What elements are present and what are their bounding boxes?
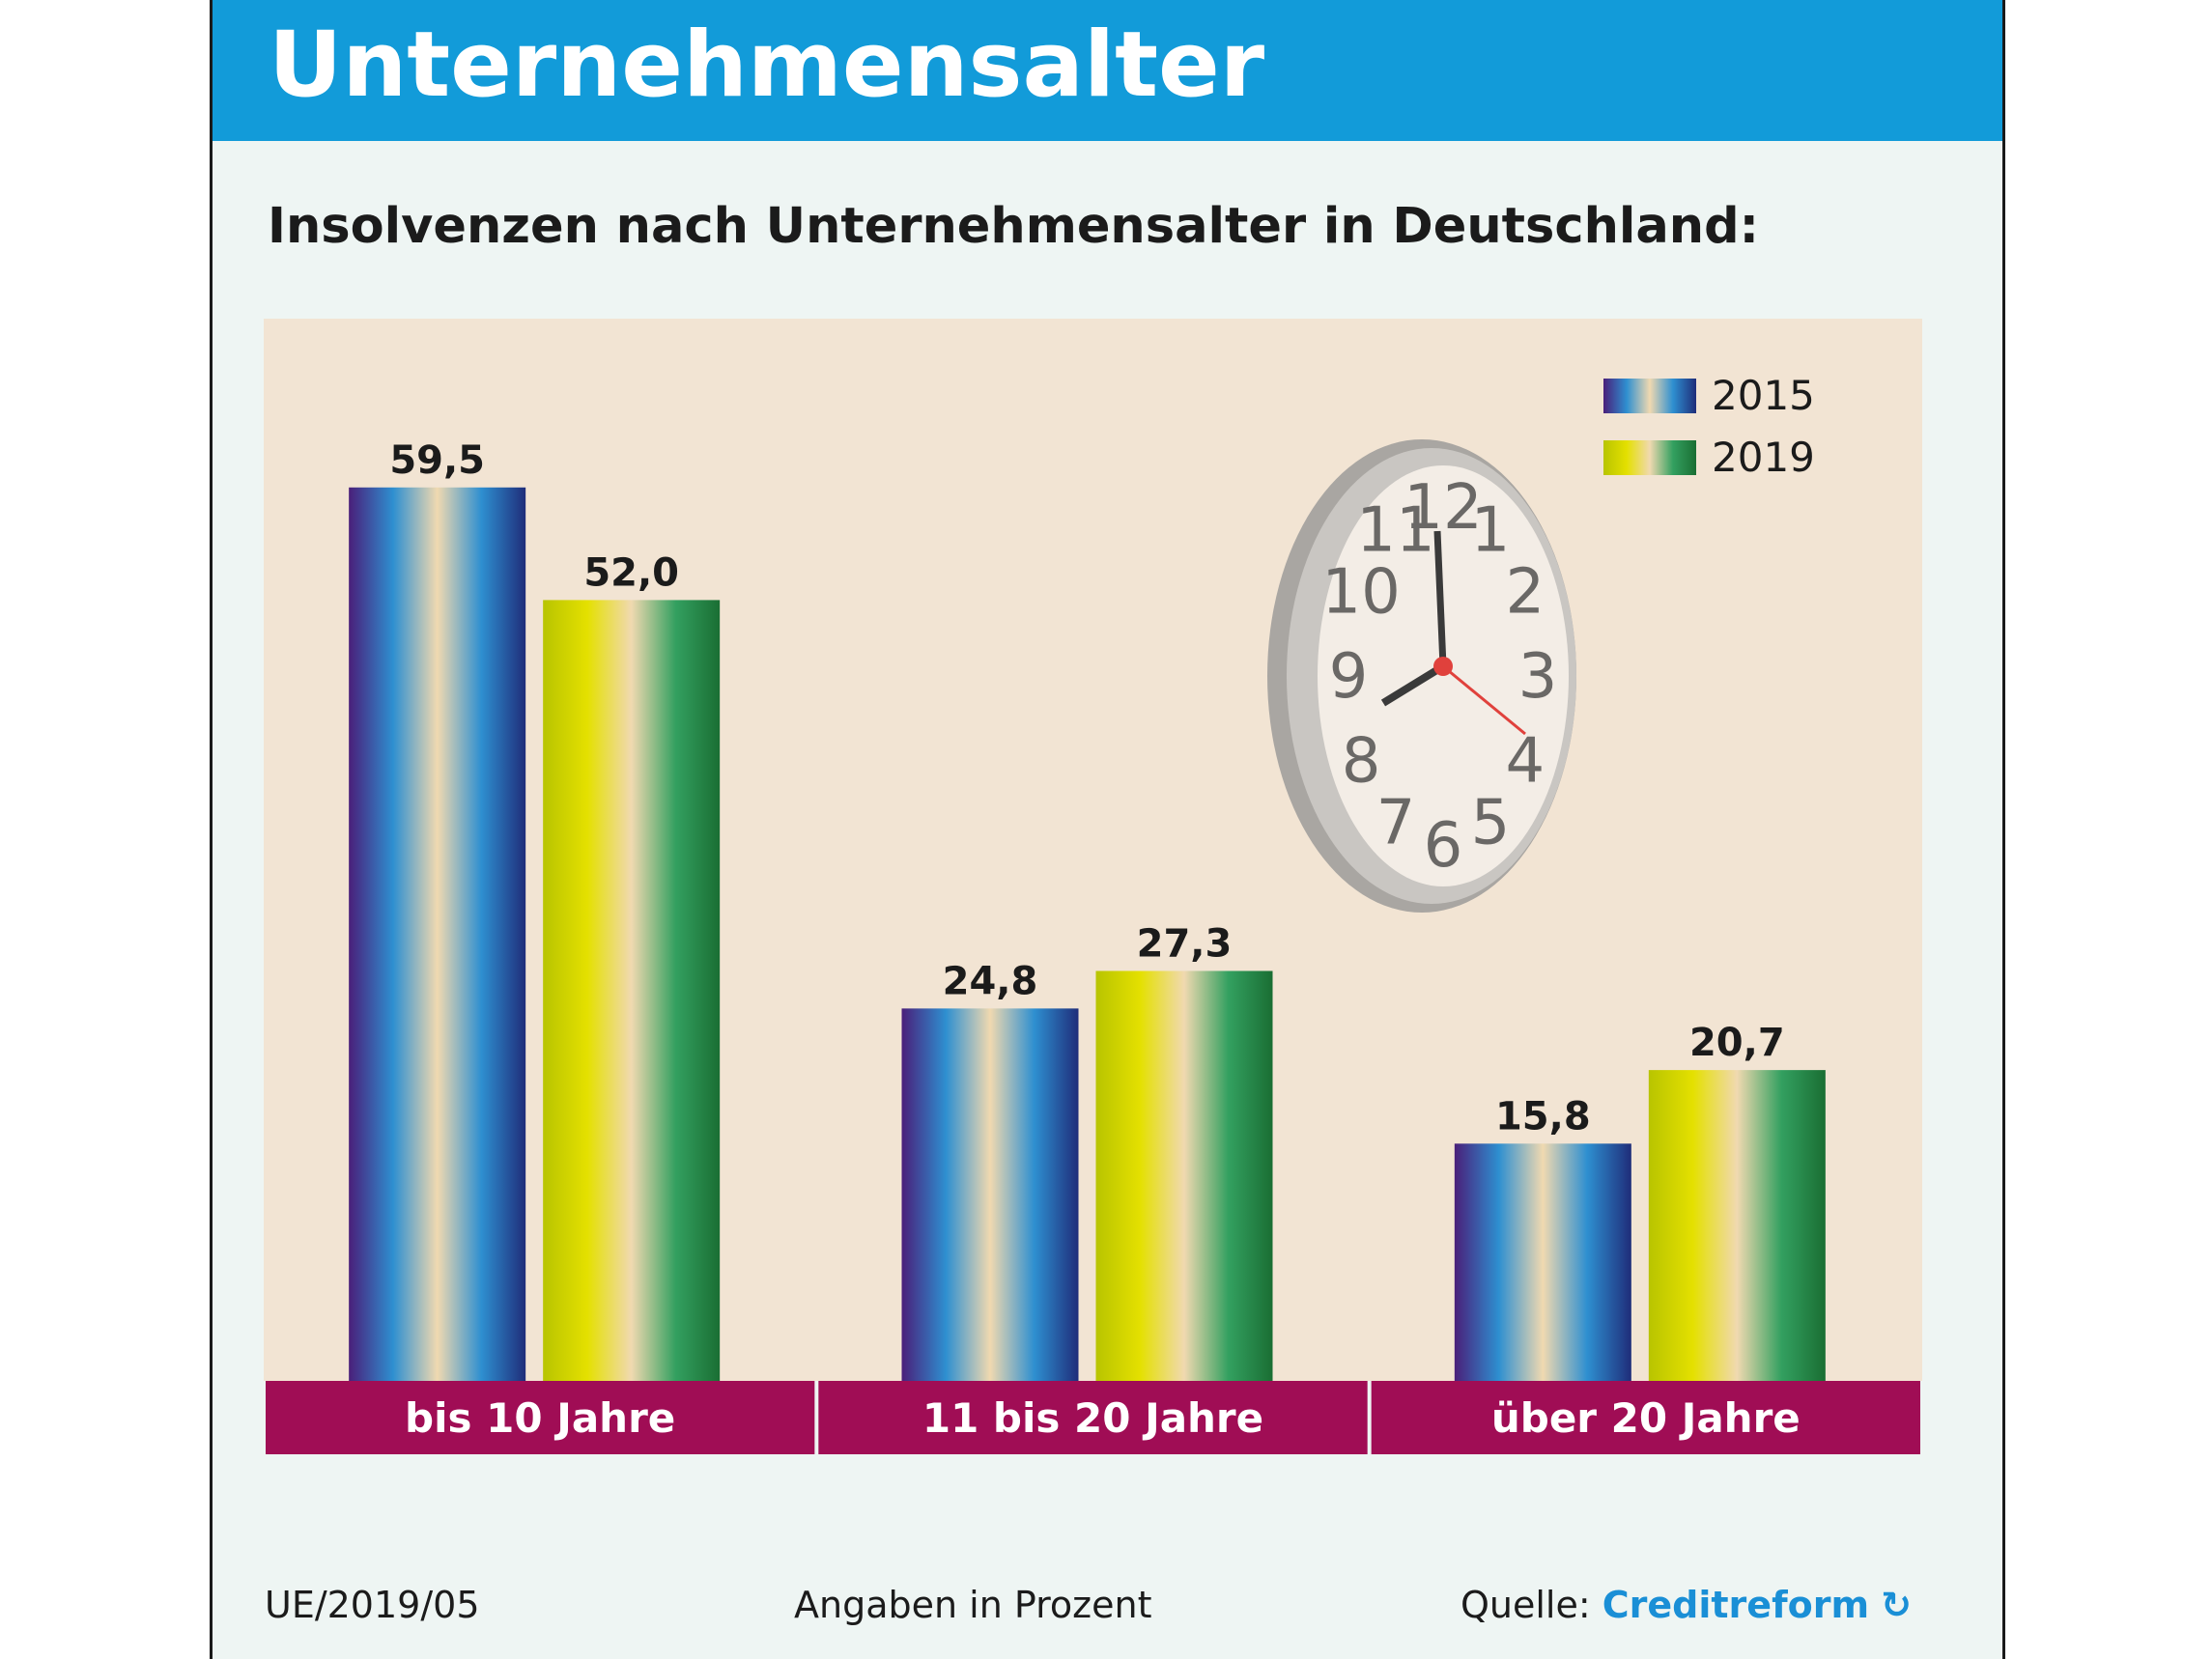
bar-2019-1: [543, 600, 721, 1381]
data-label: 15,8: [1495, 1094, 1591, 1139]
clock-numeral: 5: [1471, 788, 1511, 859]
data-label: 24,8: [943, 959, 1038, 1003]
category-band: [266, 1381, 815, 1454]
clock-second-hand: [1442, 664, 1526, 736]
plot-background: [264, 319, 1922, 1381]
bar-2015-3: [1454, 1143, 1631, 1381]
data-label: 59,5: [389, 438, 485, 483]
clock-hour-hand: [1380, 662, 1446, 707]
clock-numeral: 6: [1424, 810, 1463, 882]
clock-numeral: 7: [1376, 788, 1416, 859]
category-label: bis 10 Jahre: [405, 1394, 675, 1442]
legend-label: 2015: [1712, 372, 1815, 419]
footer-unit-note: Angaben in Prozent: [794, 1584, 1152, 1626]
header-bar: Unternehmensalter: [213, 0, 2002, 141]
clock-numeral: 12: [1404, 472, 1482, 544]
legend-swatch-2015: [1603, 379, 1696, 413]
clock-numeral: 3: [1518, 641, 1558, 713]
clock-numeral: 10: [1321, 557, 1400, 629]
category-band: [818, 1381, 1368, 1454]
footer-code: UE/2019/05: [265, 1584, 480, 1626]
clock-numeral: 1: [1471, 494, 1511, 566]
clock-numeral: 4: [1506, 726, 1546, 798]
page-title: Unternehmensalter: [269, 13, 1265, 118]
creditreform-logo-mark-icon: ↻: [1881, 1584, 1912, 1626]
bar-2019-2: [1095, 970, 1273, 1381]
legend-label: 2019: [1712, 434, 1815, 481]
data-label: 27,3: [1137, 921, 1233, 966]
legend: 2015 2019: [1603, 372, 1815, 481]
data-label: 52,0: [583, 550, 679, 595]
bar-2019-3: [1648, 1070, 1826, 1381]
creditreform-logo: Creditreform: [1602, 1584, 1870, 1626]
clock-numeral: 11: [1356, 494, 1434, 566]
clock-numeral: 2: [1506, 557, 1546, 629]
data-label: 20,7: [1689, 1021, 1785, 1065]
category-label: über 20 Jahre: [1491, 1394, 1801, 1442]
bar-2015-1: [349, 487, 526, 1381]
footer-source: Quelle: Creditreform ↻: [1460, 1584, 1912, 1626]
clock-center: [1433, 657, 1453, 676]
legend-swatch-2019: [1603, 440, 1696, 475]
bar-2015-2: [901, 1008, 1079, 1381]
chart-subtitle: Insolvenzen nach Unternehmensalter in De…: [268, 198, 1760, 255]
source-label: Quelle:: [1460, 1584, 1591, 1626]
clock-minute-hand: [1433, 530, 1447, 667]
category-label: 11 bis 20 Jahre: [922, 1394, 1263, 1442]
category-band: [1371, 1381, 1920, 1454]
clock-numeral: 9: [1329, 641, 1369, 713]
clock-numeral: 8: [1342, 726, 1381, 798]
